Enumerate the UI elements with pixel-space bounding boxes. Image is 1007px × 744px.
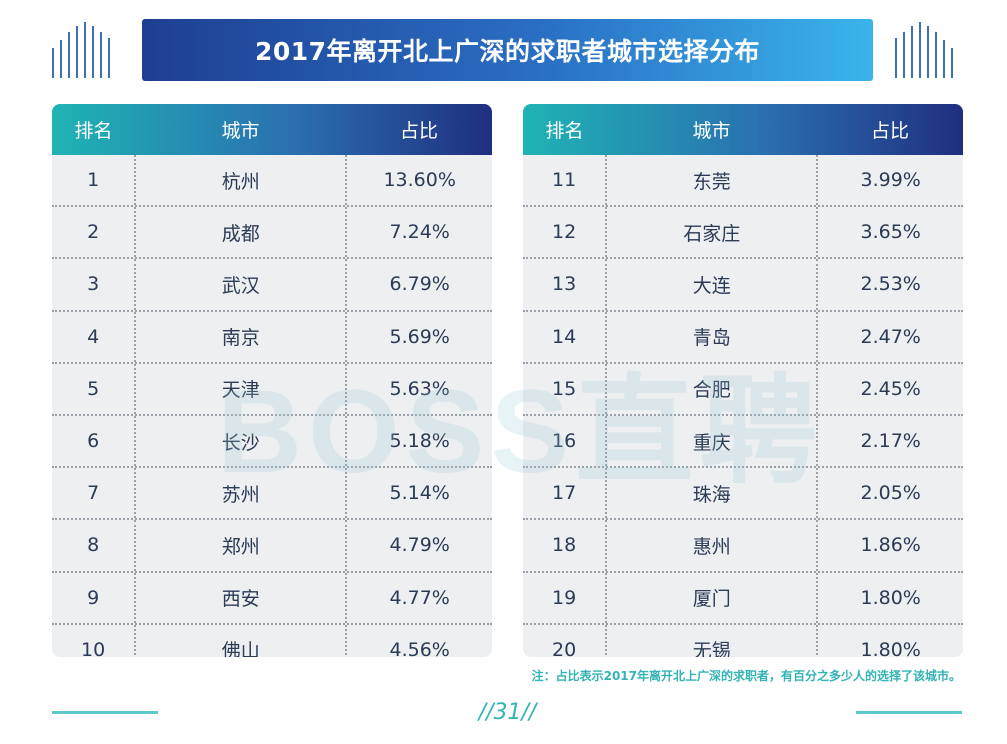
table-row: 15 合肥 2.45% [523,361,963,414]
share-cell: 5.63% [389,377,450,400]
rank-cell: 16 [523,415,608,467]
rank-cell: 6 [52,415,137,467]
share-cell: 2.53% [860,273,921,296]
share-cell: 1.86% [860,534,921,557]
share-cell: 2.47% [860,325,921,348]
table-body: 11 东莞 3.99% 12 石家庄 3.65% 13 大连 2.53% 14 青岛 2.47% 15 合… [523,155,963,657]
share-cell: 1.80% [860,638,921,657]
table-row: 6 长沙 5.18% [52,413,492,467]
decorative-lines-right [895,22,953,78]
table-row: 13 大连 2.53% [523,257,963,310]
city-cell: 合肥 [607,363,819,414]
city-cell: 南京 [136,311,348,362]
city-cell: 重庆 [607,415,819,467]
share-cell: 7.24% [389,221,450,244]
city-cell: 佛山 [136,624,348,657]
share-cell: 5.69% [389,325,450,348]
city-cell: 无锡 [607,624,819,657]
table-row: 16 重庆 2.17% [523,413,963,467]
rank-cell: 1 [52,155,137,206]
page-number: //31// [478,700,537,725]
share-cell: 6.79% [389,273,450,296]
rank-cell: 8 [52,520,137,571]
table-row: 1 杭州 13.60% [52,155,492,206]
table-row: 7 苏州 5.14% [52,466,492,519]
share-cell: 4.77% [389,586,450,609]
city-cell: 苏州 [136,468,348,519]
rank-cell: 13 [523,259,608,310]
city-cell: 长沙 [136,415,348,467]
header-city: 城市 [221,120,260,142]
city-cell: 郑州 [136,520,348,571]
city-cell: 石家庄 [607,207,819,258]
header-rank: 排名 [545,120,584,142]
table-row: 9 西安 4.77% [52,570,492,623]
table-row: 14 青岛 2.47% [523,309,963,362]
header-share: 占比 [399,120,438,142]
rank-cell: 12 [523,207,608,258]
table-row: 17 珠海 2.05% [523,466,963,519]
share-cell: 3.65% [860,221,921,244]
table-row: 12 石家庄 3.65% [523,205,963,258]
city-cell: 珠海 [607,468,819,519]
header-city: 城市 [692,120,731,142]
table-row: 5 天津 5.63% [52,361,492,414]
table-row: 19 厦门 1.80% [523,570,963,623]
share-cell: 1.80% [860,586,921,609]
rank-cell: 2 [52,207,137,258]
share-cell: 2.17% [860,430,921,453]
city-cell: 青岛 [607,311,819,362]
share-cell: 13.60% [383,169,456,192]
rank-cell: 17 [523,468,608,519]
rank-cell: 11 [523,155,608,206]
table-row: 8 郑州 4.79% [52,518,492,571]
city-cell: 武汉 [136,259,348,310]
table-header: 排名 城市 占比 [523,104,963,155]
table-row: 4 南京 5.69% [52,309,492,362]
ranking-table-right: 排名 城市 占比 11 东莞 3.99% 12 石家庄 3.65% 13 大连 2.53% 14 青… [523,104,963,657]
footer-line-right [856,711,962,714]
rank-cell: 9 [52,572,137,623]
share-cell: 2.05% [860,482,921,505]
share-cell: 5.14% [389,482,450,505]
rank-cell: 19 [523,572,608,623]
city-cell: 成都 [136,207,348,258]
rank-cell: 7 [52,468,137,519]
city-cell: 东莞 [607,155,819,206]
rank-cell: 4 [52,311,137,362]
share-cell: 3.99% [860,169,921,192]
city-cell: 天津 [136,363,348,414]
city-cell: 惠州 [607,520,819,571]
table-row: 2 成都 7.24% [52,205,492,258]
table-row: 20 无锡 1.80% [523,622,963,657]
table-row: 18 惠州 1.86% [523,518,963,571]
header-share: 占比 [870,120,909,142]
city-cell: 西安 [136,572,348,623]
page-title: 2017年离开北上广深的求职者城市选择分布 [142,19,873,81]
city-cell: 杭州 [136,155,348,206]
footer-line-left [52,711,158,714]
rank-cell: 5 [52,363,137,414]
table-row: 11 东莞 3.99% [523,155,963,206]
decorative-lines-left [52,22,110,78]
rank-cell: 20 [523,624,608,657]
rank-cell: 15 [523,363,608,414]
share-cell: 5.18% [389,430,450,453]
footnote: 注：占比表示2017年离开北上广深的求职者，有百分之多少人的选择了该城市。 [531,669,961,683]
city-cell: 厦门 [607,572,819,623]
table-header: 排名 城市 占比 [52,104,492,155]
share-cell: 4.79% [389,534,450,557]
table-row: 3 武汉 6.79% [52,257,492,310]
share-cell: 4.56% [389,638,450,657]
rank-cell: 14 [523,311,608,362]
ranking-table-left: 排名 城市 占比 1 杭州 13.60% 2 成都 7.24% 3 武汉 6.79% 4 南京 5.6… [52,104,492,657]
rank-cell: 10 [52,624,137,657]
share-cell: 2.45% [860,377,921,400]
table-body: 1 杭州 13.60% 2 成都 7.24% 3 武汉 6.79% 4 南京 5.69% 5 天津 5.63… [52,155,492,657]
rank-cell: 18 [523,520,608,571]
table-row: 10 佛山 4.56% [52,622,492,657]
header-rank: 排名 [74,120,113,142]
rank-cell: 3 [52,259,137,310]
city-cell: 大连 [607,259,819,310]
